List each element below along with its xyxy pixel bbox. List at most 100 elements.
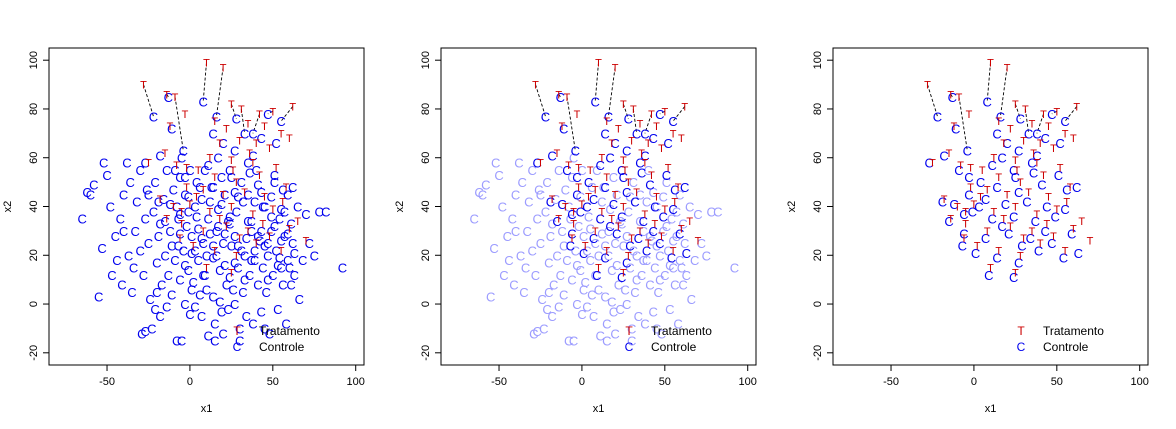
treatment-point: T: [612, 189, 619, 201]
control-point-matched: C: [1032, 148, 1041, 163]
control-point: C: [650, 260, 659, 275]
treatment-point: T: [236, 233, 243, 245]
control-point: C: [673, 317, 682, 332]
control-point: C: [572, 258, 581, 273]
match-link: [1024, 108, 1030, 134]
treatment-point: T: [206, 153, 213, 165]
control-point: C: [189, 275, 198, 290]
treatment-point: T: [1030, 148, 1037, 160]
match-link: [143, 84, 154, 117]
treatment-point: T: [1070, 133, 1077, 145]
control-point-matched: C: [1014, 185, 1023, 200]
treatment-point: T: [638, 148, 645, 160]
treatment-point: T: [575, 182, 582, 194]
control-point: C: [238, 285, 247, 300]
control-point: C: [537, 292, 546, 307]
control-point: C: [276, 260, 285, 275]
control-point: C: [321, 204, 330, 219]
treatment-point: T: [230, 165, 237, 177]
control-point-matched: C: [1062, 182, 1071, 197]
legend-treatment-label: Tratamento: [259, 324, 320, 338]
treatment-point: T: [628, 136, 635, 148]
control-point: C: [270, 219, 279, 234]
control-point-matched: C: [589, 231, 598, 246]
control-point-matched: C: [604, 109, 613, 124]
treatment-point: T: [1044, 219, 1051, 231]
treatment-point: T: [637, 226, 644, 238]
control-point: C: [129, 260, 138, 275]
control-point: C: [293, 200, 302, 215]
control-point: C: [273, 258, 282, 273]
control-point: C: [620, 282, 629, 297]
treatment-point: T: [266, 231, 273, 243]
match-link: [927, 84, 938, 117]
treatment-point: T: [987, 262, 994, 274]
control-point: C: [672, 204, 681, 219]
control-point-matched: C: [974, 200, 983, 215]
treatment-point: T: [575, 162, 582, 174]
control-point-matched: C: [230, 256, 239, 271]
control-point: C: [665, 302, 674, 317]
control-point-matched: C: [981, 231, 990, 246]
control-point: C: [265, 326, 274, 341]
control-point-matched: C: [1029, 165, 1038, 180]
control-point-matched: C: [557, 197, 566, 212]
treatment-point: T: [620, 267, 627, 279]
y-tick-label: -20: [28, 345, 40, 361]
treatment-point: T: [220, 189, 227, 201]
control-point: C: [172, 334, 181, 349]
treatment-point: T: [990, 206, 997, 218]
control-point: C: [587, 180, 596, 195]
treatment-point: T: [283, 182, 290, 194]
control-point: C: [89, 178, 98, 193]
control-point: C: [257, 304, 266, 319]
control-point: C: [154, 229, 163, 244]
control-point: C: [190, 299, 199, 314]
control-point-matched: C: [933, 109, 942, 124]
treatment-point: T: [279, 197, 286, 209]
control-point-matched: C: [951, 121, 960, 136]
control-point-matched: C: [655, 107, 664, 122]
y-tick-label: 100: [420, 51, 432, 69]
control-point-matched: C: [987, 212, 996, 227]
treatment-point: T: [648, 170, 655, 182]
control-point-matched: C: [197, 231, 206, 246]
treatment-point: T: [195, 165, 202, 177]
treatment-point: T: [1017, 177, 1024, 189]
control-point: C: [675, 187, 684, 202]
control-point: C: [730, 260, 739, 275]
control-point-matched: C: [140, 156, 149, 171]
control-point-matched: C: [938, 195, 947, 210]
control-point: C: [220, 187, 229, 202]
control-point: C: [260, 200, 269, 215]
control-point: C: [298, 253, 307, 268]
control-point-matched: C: [225, 209, 234, 224]
control-point-matched: C: [959, 226, 968, 241]
treatment-point: T: [1037, 238, 1044, 250]
control-point-matched: C: [567, 226, 576, 241]
control-point: C: [629, 243, 638, 258]
treatment-point: T: [967, 162, 974, 174]
treatment-point: T: [653, 121, 660, 133]
chart-panel-matched-highlighted: CCCCCCCCCCCCCCCCCCCCCCCCCCCCCCCCCCCCCCCC…: [394, 47, 757, 415]
control-point: C: [162, 163, 171, 178]
treatment-point: T: [625, 177, 632, 189]
control-point: C: [675, 253, 684, 268]
control-point: C: [665, 258, 674, 273]
control-point: C: [642, 253, 651, 268]
control-point: C: [217, 304, 226, 319]
control-point: C: [290, 268, 299, 283]
y-tick-label: 20: [28, 249, 40, 261]
match-link: [230, 103, 237, 119]
control-point-matched: C: [1022, 195, 1031, 210]
control-point: C: [215, 295, 224, 310]
control-point-matched: C: [164, 90, 173, 105]
control-point-matched: C: [250, 243, 259, 258]
control-point: C: [280, 204, 289, 219]
control-point: C: [315, 204, 324, 219]
control-point-matched: C: [225, 270, 234, 285]
treatment-point: T: [206, 206, 213, 218]
control-point: C: [549, 278, 558, 293]
treatment-point: T: [579, 199, 586, 211]
control-point-matched: C: [640, 148, 649, 163]
